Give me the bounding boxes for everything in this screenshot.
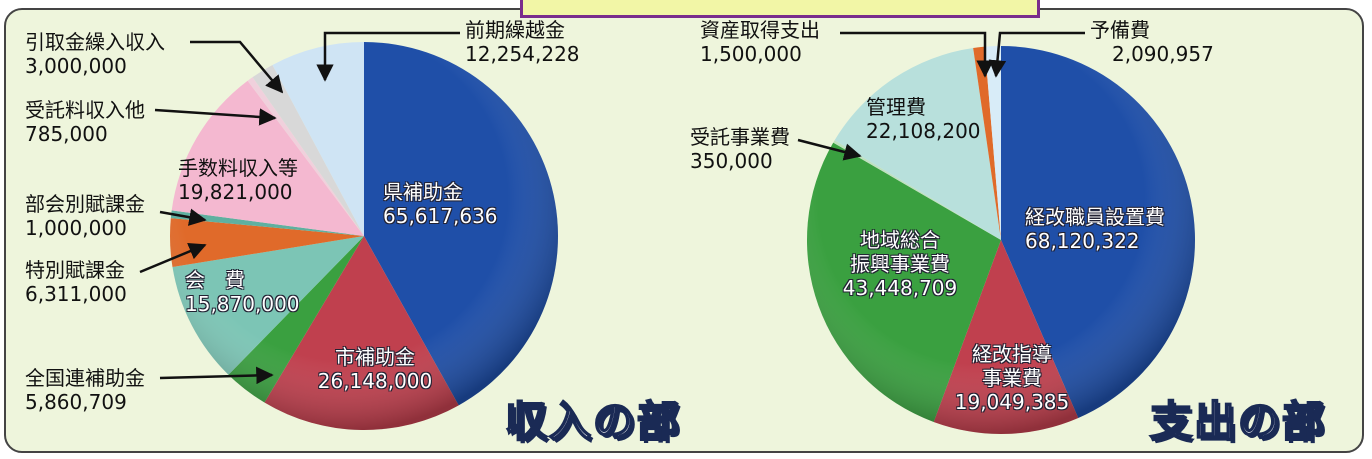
slice-name: 資産取得支出 [700, 18, 820, 42]
chart-title: 収入の部 [504, 396, 682, 447]
slice-value: 2,090,957 [1112, 42, 1214, 66]
slice-name: 市補助金 [335, 345, 415, 369]
slice-name: 手数料収入等 [178, 156, 298, 180]
slice-name: 全国連補助金 [25, 366, 145, 390]
pie-shade [807, 46, 1195, 434]
slice-value: 43,448,709 [842, 276, 958, 300]
slice-value: 15,870,000 [185, 292, 300, 316]
slice-name: 前期繰越金 [465, 18, 565, 42]
slice-name: 地域総合 振興事業費 [850, 228, 950, 276]
pie-shade [170, 42, 558, 430]
slice-value: 1,500,000 [700, 42, 802, 66]
slice-value: 350,000 [690, 149, 773, 173]
slice-value: 22,108,200 [866, 119, 981, 143]
slice-name: 引取金繰入収入 [25, 30, 165, 54]
slice-name: 部会別賦課金 [25, 192, 145, 216]
slice-name: 会 費 [185, 268, 245, 292]
slice-name: 県補助金 [383, 180, 463, 204]
slice-value: 19,049,385 [954, 390, 1070, 414]
slice-value: 1,000,000 [25, 216, 127, 240]
slice-value: 3,000,000 [25, 54, 127, 78]
slice-value: 68,120,322 [1025, 229, 1140, 253]
slice-name: 受託料収入他 [25, 98, 145, 122]
slice-value: 19,821,000 [178, 180, 293, 204]
slice-name: 受託事業費 [690, 125, 790, 149]
chart-title: 支出の部 [1149, 396, 1327, 447]
banner [520, 0, 1040, 18]
slice-name: 経改指導 事業費 [972, 342, 1052, 390]
slice-name: 予備費 [1090, 18, 1150, 42]
slice-value: 26,148,000 [317, 369, 433, 393]
slice-name: 特別賦課金 [25, 258, 125, 282]
slice-name: 管理費 [866, 95, 926, 119]
slice-value: 12,254,228 [465, 42, 580, 66]
slice-value: 6,311,000 [25, 282, 127, 306]
slice-value: 785,000 [25, 122, 108, 146]
slice-name: 経改職員設置費 [1025, 205, 1165, 229]
slice-value: 65,617,636 [383, 204, 498, 228]
slice-value: 5,860,709 [25, 390, 127, 414]
